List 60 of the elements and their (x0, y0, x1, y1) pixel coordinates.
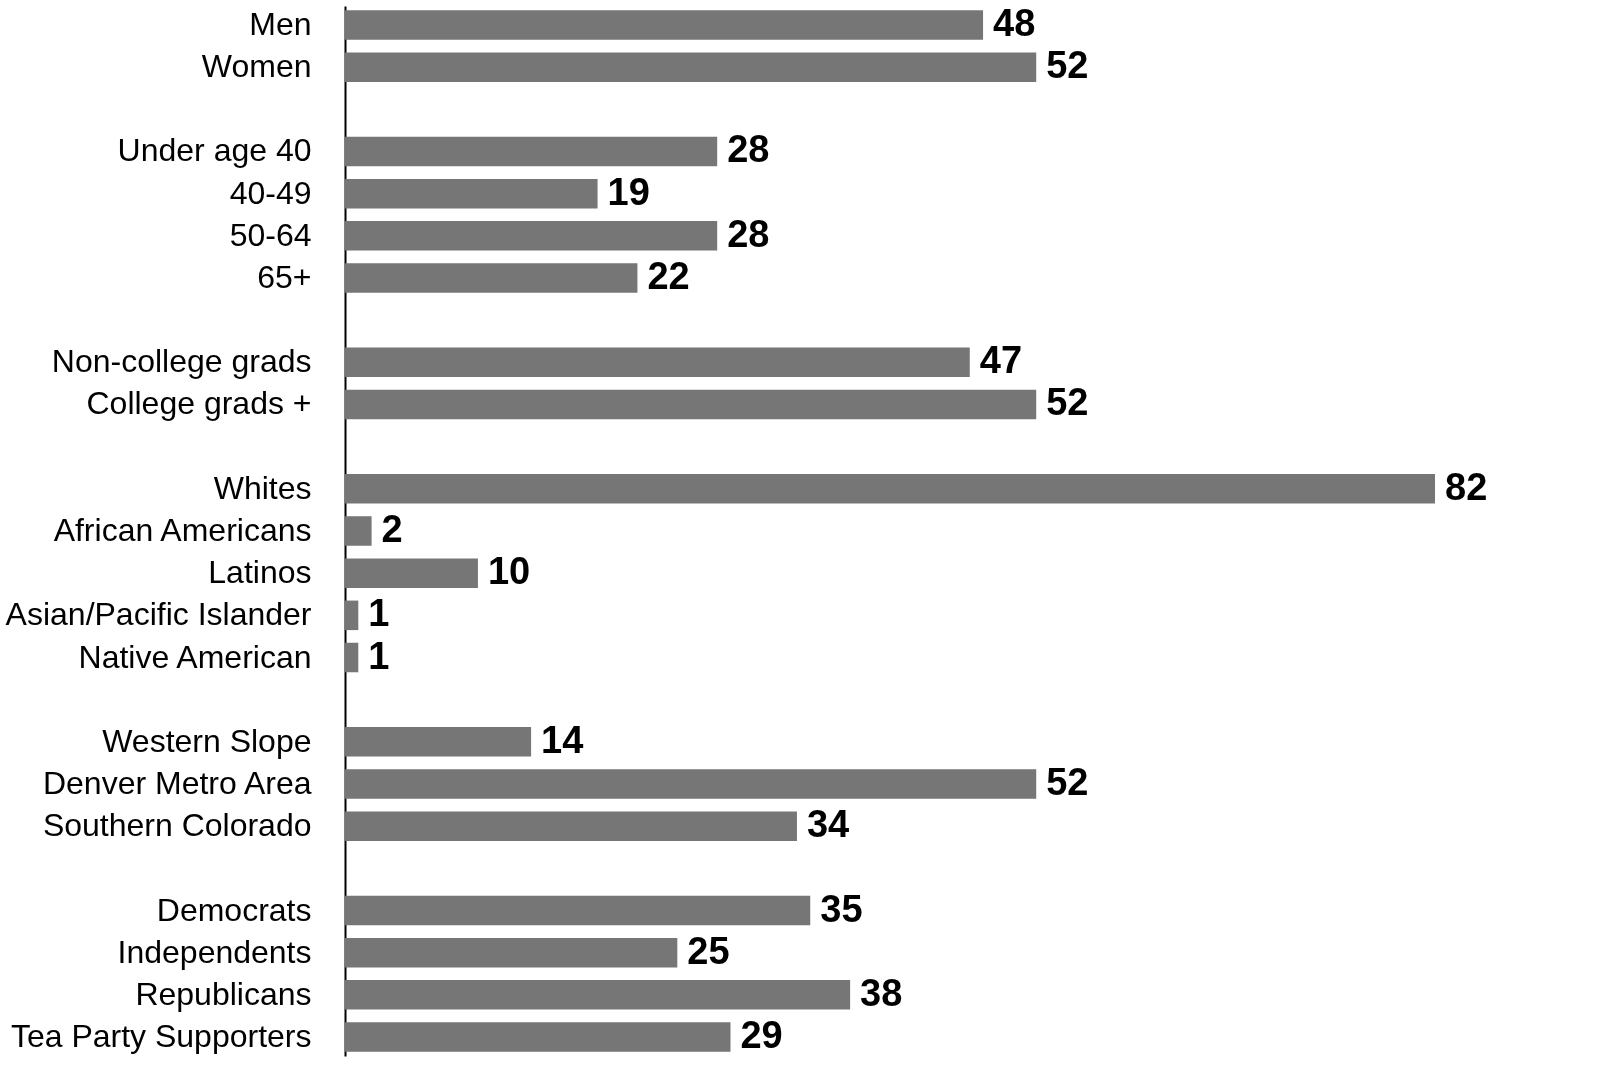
y-tick-label: Under age 40 (117, 132, 312, 169)
y-tick-label: Republicans (135, 975, 312, 1012)
bar (345, 52, 1037, 82)
data-label: 28 (727, 128, 770, 171)
bar (345, 558, 478, 588)
data-label: 35 (820, 887, 863, 930)
bar (345, 221, 718, 251)
data-label: 52 (1046, 44, 1089, 87)
data-label: 1 (368, 634, 390, 677)
y-tick-label: Latinos (208, 554, 312, 591)
bar (345, 178, 598, 209)
y-tick-label: Independents (117, 933, 312, 970)
y-tick-label: 65+ (257, 258, 312, 295)
bar (345, 263, 638, 293)
data-label: 52 (1046, 761, 1089, 804)
data-label: 52 (1046, 381, 1089, 424)
bar (345, 811, 797, 841)
y-tick-label: Native American (78, 638, 312, 675)
bar (345, 1022, 731, 1052)
bar (345, 347, 970, 378)
y-tick-label: Whites (213, 469, 312, 506)
y-tick-label: 40-49 (229, 174, 312, 211)
y-tick-label: College grads + (86, 385, 312, 422)
data-label: 1 (368, 592, 390, 635)
bar (345, 10, 984, 40)
bar (345, 389, 1037, 420)
bar (345, 474, 1435, 504)
data-label: 19 (607, 170, 650, 213)
bar (345, 727, 532, 757)
data-label: 10 (487, 550, 531, 593)
y-tick-label: Women (201, 48, 312, 85)
data-label: 34 (806, 803, 850, 846)
bar (345, 642, 359, 673)
bar (345, 937, 678, 968)
y-tick-label: Non-college grads (51, 343, 312, 380)
bar (345, 136, 718, 167)
data-label: 2 (381, 508, 403, 550)
y-tick-label: Asian/Pacific Islander (5, 596, 312, 633)
y-tick-label: Denver Metro Area (42, 765, 312, 802)
y-tick-label: 50-64 (229, 216, 312, 253)
data-label: 28 (727, 212, 770, 255)
y-tick-label: Southern Colorado (42, 807, 312, 844)
data-label: 82 (1445, 465, 1488, 508)
bar (345, 600, 359, 631)
y-tick-label: Western Slope (102, 722, 312, 759)
data-label: 38 (860, 971, 903, 1014)
y-tick-label: African Americans (53, 512, 312, 548)
y-tick-label: Democrats (156, 891, 312, 928)
bar (345, 895, 811, 926)
data-label: 47 (979, 339, 1023, 382)
bar (345, 769, 1037, 799)
data-label: 14 (541, 718, 584, 761)
data-label: 22 (647, 254, 690, 297)
bar (345, 980, 851, 1010)
data-label: 25 (687, 929, 730, 972)
bar (345, 516, 372, 546)
data-label: 29 (740, 1014, 783, 1057)
y-tick-label: Tea Party Supporters (10, 1018, 312, 1055)
y-tick-label: Men (249, 5, 312, 42)
data-label: 48 (993, 1, 1036, 44)
